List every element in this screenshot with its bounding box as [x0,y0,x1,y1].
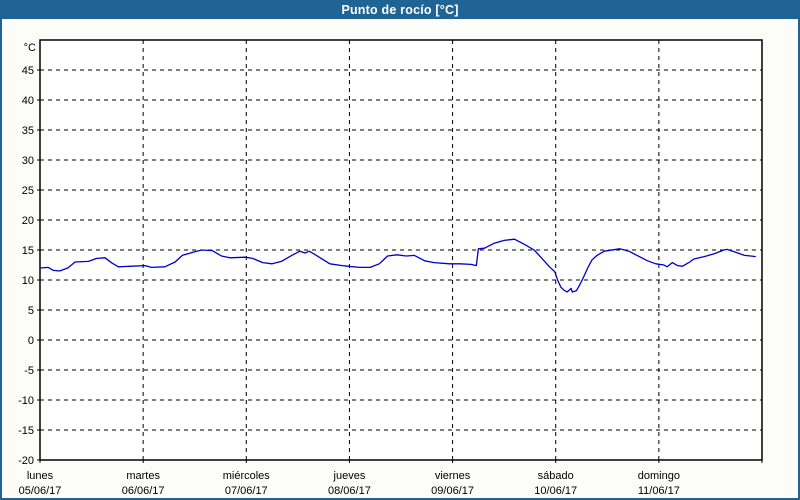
day-name-label: miércoles [223,470,271,482]
day-date-label: 10/06/17 [534,485,577,497]
day-name-label: martes [126,470,160,482]
y-tick-label: 30 [22,155,34,167]
y-tick-label: -5 [24,365,34,377]
y-tick-label: 35 [22,125,34,137]
title-bar: Punto de rocío [°C] [2,2,798,19]
day-name-label: domingo [638,470,680,482]
y-tick-label: 20 [22,215,34,227]
y-tick-label: 45 [22,65,34,77]
day-name-label: lunes [27,470,54,482]
day-name-label: jueves [333,470,366,482]
y-tick-label: 5 [28,305,34,317]
y-tick-label: 25 [22,185,34,197]
chart-title: Punto de rocío [°C] [341,3,459,17]
y-tick-label: -20 [18,455,34,467]
day-name-label: sábado [538,470,574,482]
day-date-label: 09/06/17 [431,485,474,497]
y-tick-label: 40 [22,95,34,107]
y-tick-label: 15 [22,245,34,257]
day-date-label: 11/06/17 [638,485,680,497]
y-tick-label: 10 [22,275,34,287]
day-name-label: viernes [435,470,471,482]
day-date-label: 05/06/17 [19,485,62,497]
day-date-label: 07/06/17 [225,485,268,497]
day-date-label: 08/06/17 [328,485,371,497]
day-date-label: 06/06/17 [122,485,165,497]
series-line [39,238,756,293]
y-tick-label: -10 [18,395,34,407]
y-tick-label: -15 [18,425,34,437]
y-unit-label: °C [24,42,36,54]
y-tick-label: 0 [28,335,34,347]
